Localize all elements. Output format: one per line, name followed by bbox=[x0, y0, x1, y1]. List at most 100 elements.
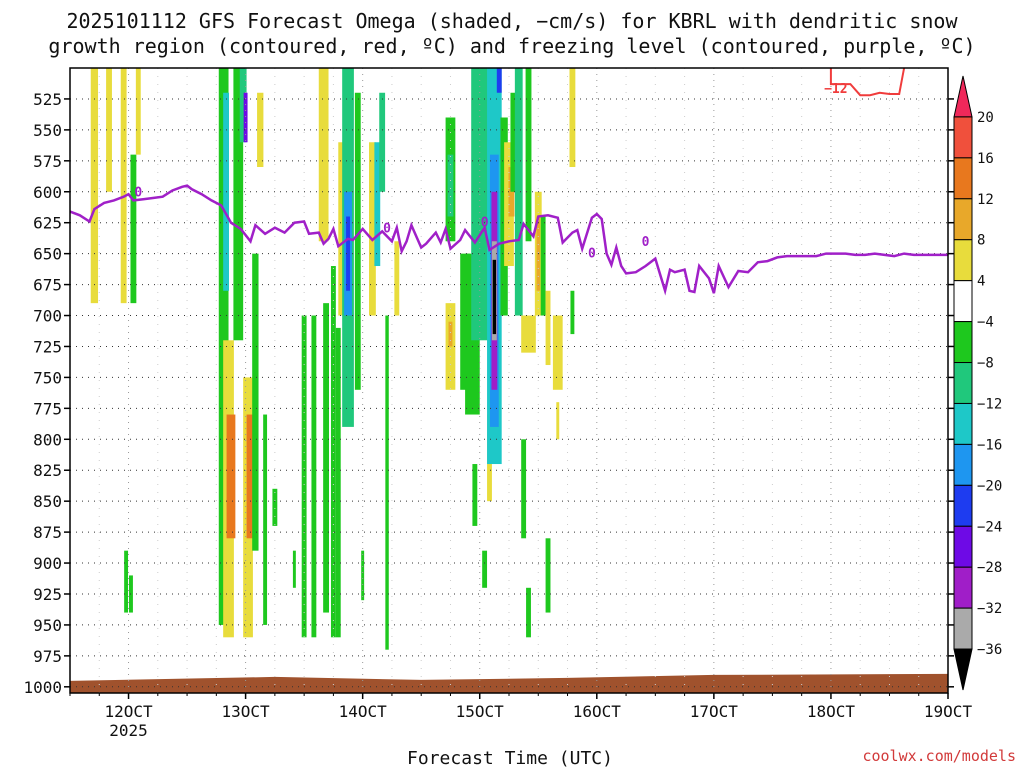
colorbar-label: −20 bbox=[977, 478, 1002, 494]
omega-cell bbox=[243, 92, 248, 143]
omega-cell bbox=[233, 68, 244, 341]
colorbar-swatch bbox=[953, 116, 973, 159]
y-tick-label: 800 bbox=[33, 430, 62, 449]
omega-cell bbox=[526, 587, 531, 638]
omega-cell bbox=[379, 92, 386, 192]
omega-cell bbox=[482, 550, 488, 588]
colorbar-label: −24 bbox=[977, 519, 1002, 535]
plot-area: 0 0 0 0 0 −12 bbox=[69, 67, 949, 693]
colorbar: 20 16 12 8 4 −4 −8 −12 −16 −20 −24 −28 −32 −36 bbox=[953, 75, 1002, 691]
colorbar-swatch bbox=[953, 198, 973, 241]
omega-cell bbox=[521, 315, 536, 353]
dgz-contour-label: −12 bbox=[824, 82, 847, 97]
omega-cell bbox=[540, 216, 546, 316]
colorbar-label: 12 bbox=[977, 192, 994, 208]
x-tick-label: 15OCT bbox=[456, 702, 505, 721]
y-tick-label: 825 bbox=[33, 461, 62, 480]
colorbar-label: −8 bbox=[977, 356, 994, 372]
colorbar-label: −32 bbox=[977, 601, 1002, 617]
omega-cell bbox=[354, 92, 361, 390]
colorbar-swatch bbox=[953, 402, 973, 445]
freezing-level-label: 0 bbox=[134, 186, 142, 201]
y-tick-label: 975 bbox=[33, 647, 62, 666]
x-tick-label: 16OCT bbox=[573, 702, 622, 721]
x-tick-label: 19OCT bbox=[924, 702, 973, 721]
colorbar-swatch bbox=[953, 280, 973, 323]
omega-cell bbox=[361, 550, 365, 601]
omega-cell bbox=[545, 290, 551, 366]
y-tick-label: 875 bbox=[33, 523, 62, 542]
omega-cell bbox=[246, 414, 255, 539]
x-tick-label: 17OCT bbox=[690, 702, 739, 721]
y-tick-label: 525 bbox=[33, 90, 62, 109]
colorbar-label: 20 bbox=[977, 110, 994, 126]
freezing-level-label: 0 bbox=[383, 222, 391, 237]
omega-cell bbox=[369, 142, 376, 316]
surface-band bbox=[70, 673, 948, 693]
omega-cell bbox=[252, 253, 259, 551]
y-tick-label: 575 bbox=[33, 152, 62, 171]
chart-title: 2025101112 GFS Forecast Omega (shaded, −… bbox=[48, 9, 975, 58]
omega-cell bbox=[135, 68, 141, 155]
omega-cell bbox=[292, 550, 296, 588]
omega-cell bbox=[346, 216, 350, 291]
freezing-level-line bbox=[69, 184, 948, 296]
y-tick-label: 925 bbox=[33, 585, 62, 604]
omega-cell bbox=[545, 538, 551, 613]
colorbar-label: −4 bbox=[977, 315, 994, 331]
chart-title-line-1: 2025101112 GFS Forecast Omega (shaded, −… bbox=[66, 9, 958, 33]
x-tick-label: 12OCT bbox=[104, 702, 153, 721]
omega-cell bbox=[569, 68, 576, 168]
colorbar-swatch bbox=[953, 157, 973, 200]
omega-cell bbox=[330, 266, 336, 638]
y-tick-label: 625 bbox=[33, 214, 62, 233]
y-tick-label: 850 bbox=[33, 492, 62, 511]
y-tick-label: 600 bbox=[33, 183, 62, 202]
colorbar-swatch bbox=[953, 525, 973, 568]
omega-cell bbox=[130, 154, 137, 304]
colorbar-label: −28 bbox=[977, 560, 1002, 576]
colorbar-swatch bbox=[953, 75, 973, 118]
omega-cell bbox=[525, 68, 532, 242]
omega-cell bbox=[445, 303, 456, 390]
y-tick-label: 700 bbox=[33, 307, 62, 326]
freezing-level-label: 0 bbox=[588, 246, 596, 261]
y-tick-label: 650 bbox=[33, 245, 62, 264]
omega-cell bbox=[272, 488, 278, 526]
x-tick-label: 14OCT bbox=[339, 702, 388, 721]
omega-cell bbox=[106, 68, 112, 192]
freezing-level-label: 0 bbox=[481, 215, 489, 230]
omega-cell bbox=[335, 327, 341, 638]
dgz-contour-line bbox=[829, 67, 906, 97]
omega-cell bbox=[239, 68, 247, 143]
colorbar-label: 8 bbox=[977, 233, 985, 249]
y-tick-label: 775 bbox=[33, 399, 62, 418]
colorbar-swatch bbox=[953, 239, 973, 282]
x-tick-label: 13OCT bbox=[222, 702, 271, 721]
colorbar-label: 4 bbox=[977, 274, 985, 290]
y-tick-label: 900 bbox=[33, 554, 62, 573]
omega-cell bbox=[448, 321, 453, 347]
colorbar-label: 16 bbox=[977, 151, 994, 167]
omega-cell bbox=[124, 550, 129, 613]
omega-cell bbox=[311, 315, 317, 638]
colorbar-label: −16 bbox=[977, 437, 1002, 453]
omega-cell bbox=[385, 315, 389, 650]
omega-cell bbox=[120, 68, 127, 304]
chart-title-line-2: growth region (contoured, red, ºC) and f… bbox=[48, 34, 975, 58]
omega-cell bbox=[570, 290, 575, 335]
colorbar-swatch bbox=[953, 648, 973, 691]
omega-cell bbox=[552, 315, 563, 390]
x-axis-label: Forecast Time (UTC) bbox=[407, 748, 613, 768]
omega-cell bbox=[394, 241, 400, 316]
omega-cell bbox=[510, 92, 518, 192]
omega-cell bbox=[492, 259, 497, 335]
y-tick-label: 725 bbox=[33, 337, 62, 356]
omega-cell bbox=[263, 414, 268, 625]
colorbar-swatch bbox=[953, 321, 973, 364]
colorbar-swatch bbox=[953, 362, 973, 404]
y-tick-label: 1000 bbox=[23, 678, 62, 697]
omega-cell bbox=[508, 167, 515, 217]
omega-cell bbox=[323, 303, 330, 613]
